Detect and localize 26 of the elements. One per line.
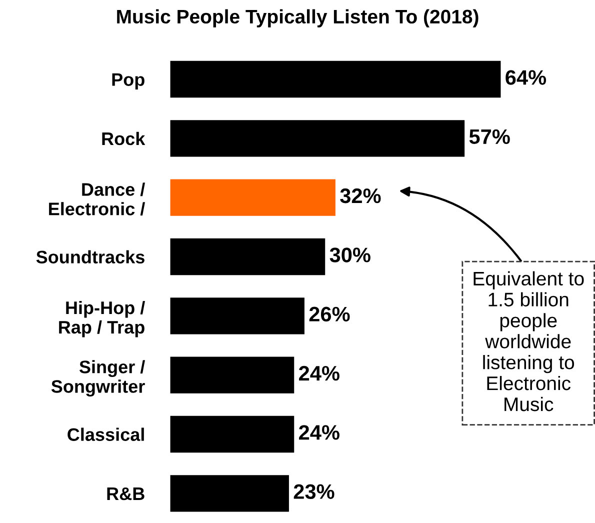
y-tick-label: Pop [112,73,144,90]
bar [170,179,336,216]
y-tick-label: Hip-Hop / Rap / Trap [59,300,145,338]
data-label: 24% [299,366,340,381]
y-tick-label: Rock [102,132,146,146]
data-label: 57% [469,129,510,144]
data-label: 24% [299,425,340,440]
y-tick-label: R&B [107,487,144,500]
data-label: 23% [294,484,334,500]
data-label: 30% [330,248,370,262]
bar [170,475,289,512]
y-tick-label: Classical [68,428,144,441]
data-label: 26% [309,306,350,322]
bar [170,60,501,98]
y-tick-label: Singer / Songwriter [51,360,145,397]
bar [170,416,294,453]
bar [170,298,304,334]
y-tick-label: Soundtracks [36,250,144,264]
bar [170,120,465,157]
data-label: 64% [506,70,546,85]
chart-title: Music People Typically Listen To (2018) [117,9,478,28]
annotation: Equivalent to 1.5 billion people worldwide listening to Electronic Music [474,271,584,412]
data-label: 32% [340,188,381,204]
bar [170,356,294,394]
y-tick-label: Dance / Electronic / [49,182,145,216]
bar [170,238,326,276]
